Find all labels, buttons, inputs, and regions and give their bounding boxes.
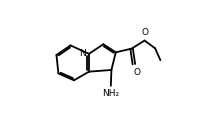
Text: NH₂: NH₂ [102,89,119,98]
Text: O: O [133,68,140,77]
Text: O: O [141,28,148,37]
Text: N: N [79,49,86,58]
